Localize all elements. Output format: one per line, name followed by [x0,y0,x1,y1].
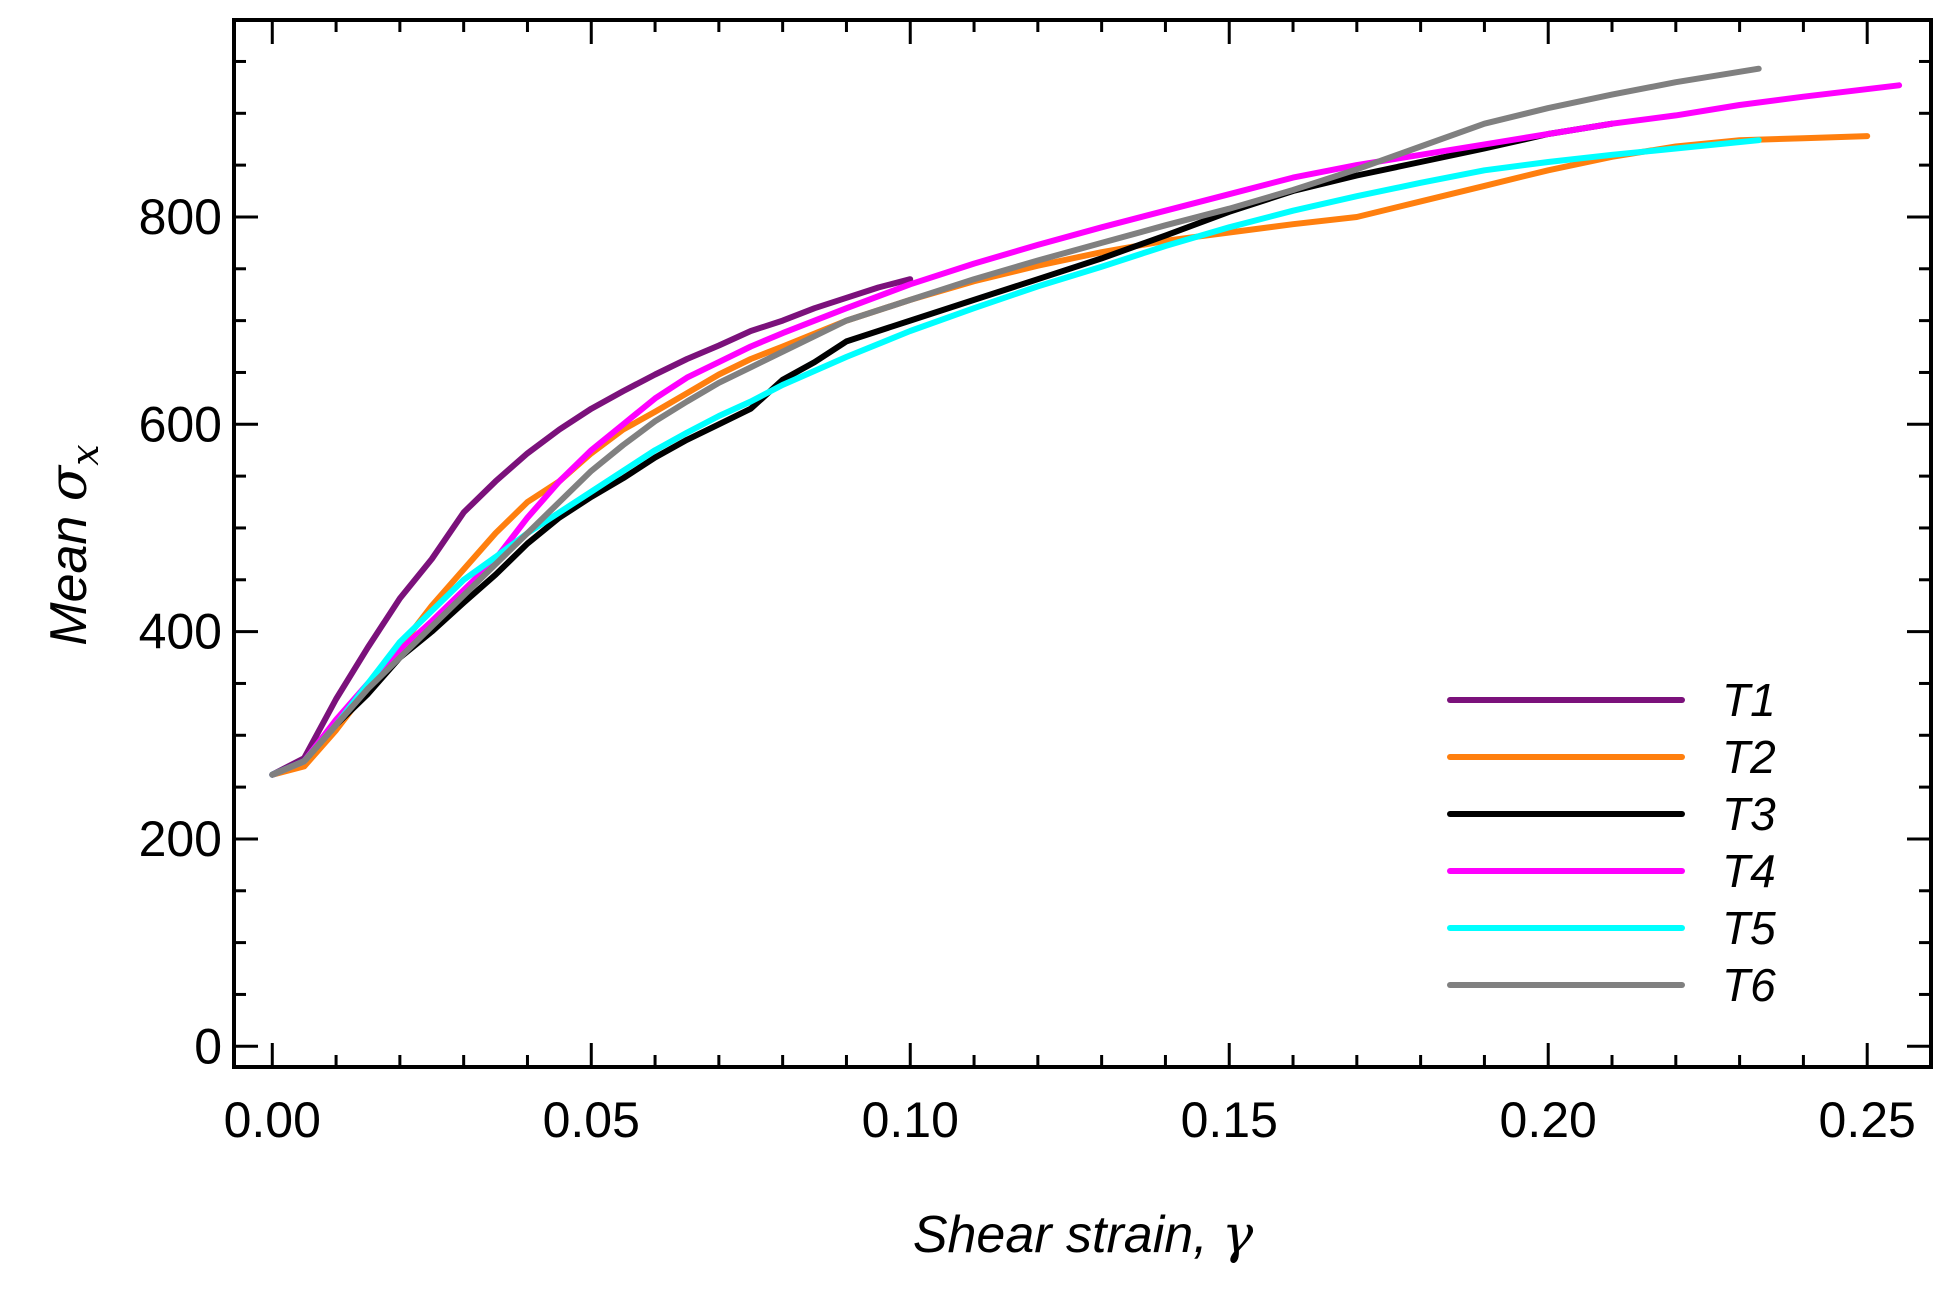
x-axis-title-text: Shear strain, [913,1206,1222,1264]
y-axis-symbol: σ [39,464,99,501]
y-tick-label: 200 [139,811,222,867]
x-tick-label: 0.20 [1500,1092,1597,1148]
x-tick-label: 0.10 [862,1092,959,1148]
series-line-t5 [269,137,1762,778]
y-tick-label: 800 [139,189,222,245]
x-tick-labels: 0.00 0.05 0.10 0.15 0.20 0.25 [224,1092,1916,1148]
x-tick-label: 0.05 [543,1092,640,1148]
series-layer [269,65,1903,778]
y-tick-labels: 0 200 400 600 800 [139,189,222,1074]
series-line-t1 [269,276,914,778]
x-tick-label: 0.15 [1181,1092,1278,1148]
x-axis-title: Shear strain, γ [913,1205,1254,1265]
x-tick-label: 0.25 [1819,1092,1916,1148]
x-axis-symbol: γ [1222,1205,1254,1265]
legend-label-t5: T5 [1722,902,1776,954]
y-axis-subscript: x [63,444,107,465]
legend-label-t2: T2 [1722,731,1776,783]
plot-frame [232,18,1933,1069]
legend-label-t3: T3 [1722,788,1776,840]
y-axis-title: Mean σx [39,444,107,645]
y-tick-label: 0 [194,1018,222,1074]
series-line-t4 [269,82,1903,778]
legend-label-t1: T1 [1722,674,1776,726]
legend-label-t6: T6 [1722,959,1776,1011]
y-axis-title-text: Mean [40,501,98,646]
y-tick-label: 600 [139,396,222,452]
legend-label-t4: T4 [1722,845,1776,897]
x-tick-label: 0.00 [224,1092,321,1148]
y-tick-label: 400 [139,604,222,660]
series-line-t6 [269,65,1762,778]
